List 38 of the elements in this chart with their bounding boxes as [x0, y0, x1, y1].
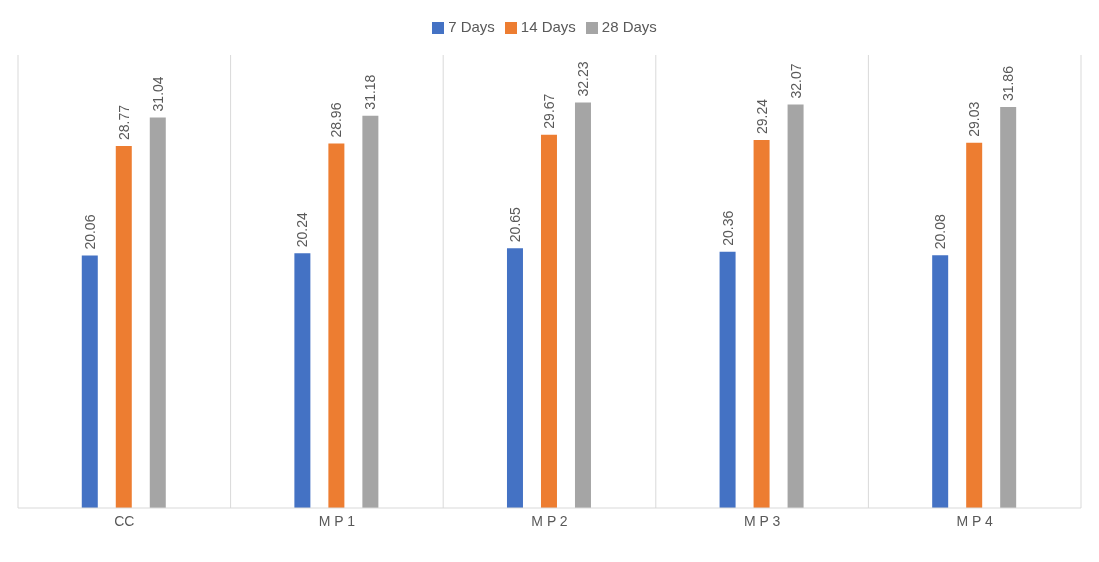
data-label: 31.04 [149, 76, 166, 112]
bar [719, 251, 736, 508]
x-tick-label: M P 1 [318, 512, 356, 529]
bar [149, 117, 166, 508]
bar [540, 134, 557, 508]
data-label: 31.86 [1000, 65, 1017, 102]
bar [574, 102, 591, 508]
data-label: 29.67 [540, 93, 557, 129]
data-label: 28.77 [115, 104, 132, 140]
data-label: 20.08 [932, 214, 949, 250]
bar [506, 248, 523, 508]
data-label: 32.23 [574, 61, 591, 97]
legend-label: 14 Days [520, 18, 576, 35]
data-label: 32.07 [787, 63, 804, 99]
bar [966, 142, 983, 508]
x-tick-label: M P 4 [956, 512, 994, 529]
legend-label: 28 Days [601, 18, 657, 35]
bar [753, 140, 770, 508]
bar [1000, 107, 1017, 508]
x-tick-label: M P 2 [531, 512, 568, 529]
data-label: 20.36 [719, 210, 736, 246]
data-label: 20.65 [506, 206, 523, 243]
bar [328, 143, 345, 508]
legend-label: 7 Days [448, 18, 495, 35]
bar [362, 115, 379, 508]
data-label: 28.96 [328, 102, 345, 138]
data-label: 31.18 [362, 74, 379, 110]
bar [294, 253, 311, 508]
bar [787, 104, 804, 508]
data-label: 20.24 [294, 212, 311, 248]
data-label: 29.24 [753, 98, 770, 135]
bar [81, 255, 98, 508]
bar [932, 255, 949, 508]
x-tick-label: M P 3 [743, 512, 781, 529]
data-label: 20.06 [81, 214, 98, 250]
bar [115, 145, 132, 508]
x-tick-label: CC [114, 512, 135, 529]
data-label: 29.03 [966, 101, 983, 137]
